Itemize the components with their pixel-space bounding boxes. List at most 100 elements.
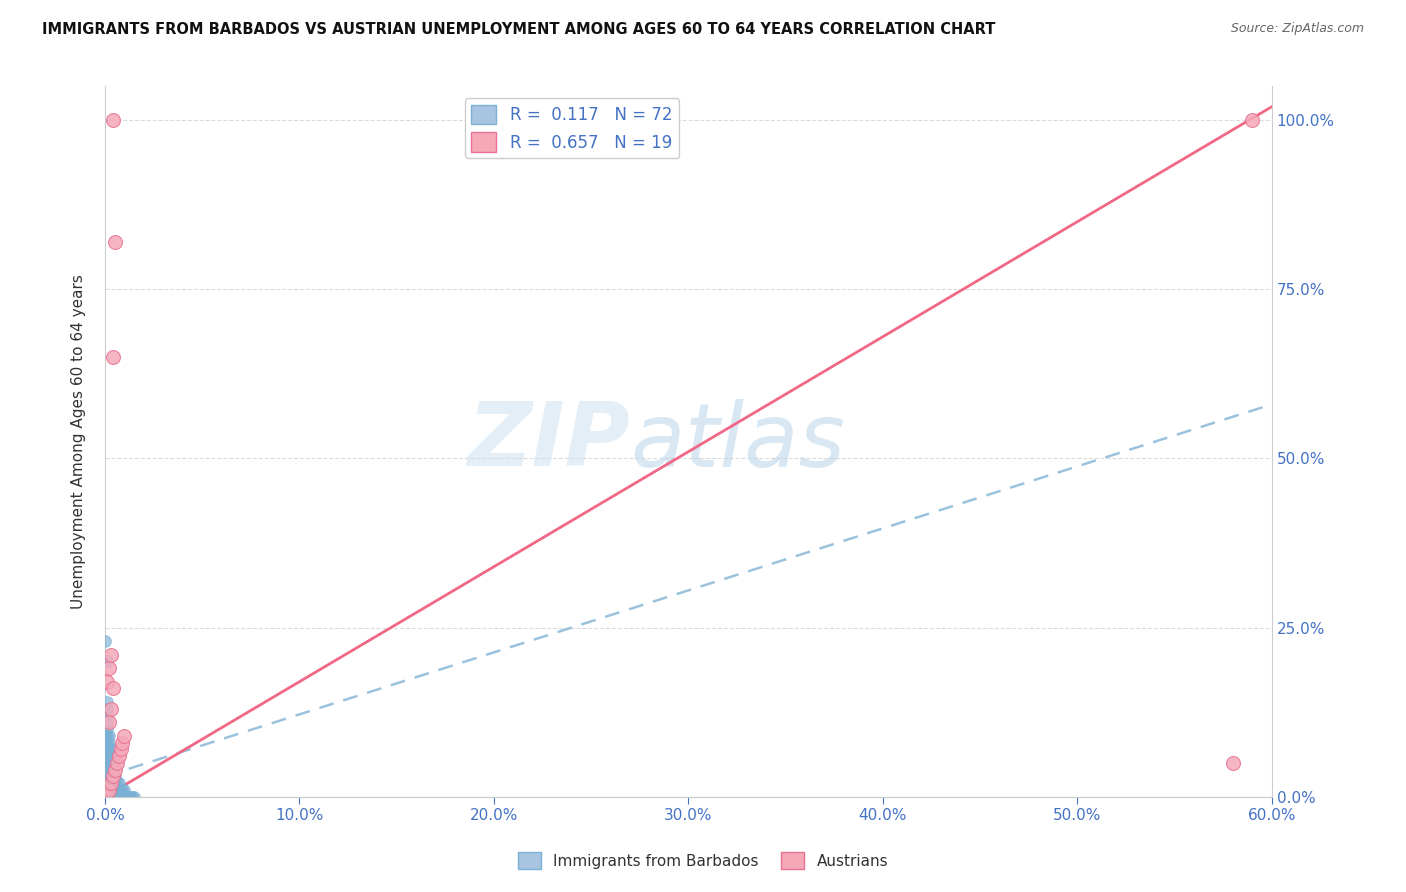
Point	[101, 769, 124, 783]
Text: Source: ZipAtlas.com: Source: ZipAtlas.com	[1230, 22, 1364, 36]
Point	[96, 789, 118, 804]
Point	[97, 735, 120, 749]
Point	[104, 763, 127, 777]
Point	[107, 749, 129, 764]
Point	[117, 789, 139, 804]
Point	[96, 735, 118, 749]
Point	[114, 783, 136, 797]
Point	[107, 776, 129, 790]
Point	[100, 749, 122, 764]
Point	[107, 789, 129, 804]
Point	[105, 789, 128, 804]
Point	[100, 776, 122, 790]
Point	[96, 769, 118, 783]
Point	[105, 783, 128, 797]
Point	[100, 742, 122, 756]
Point	[100, 783, 122, 797]
Point	[115, 789, 138, 804]
Point	[107, 783, 129, 797]
Point	[96, 729, 118, 743]
Point	[94, 742, 117, 756]
Point	[120, 789, 142, 804]
Point	[121, 789, 143, 804]
Point	[97, 789, 120, 804]
Point	[96, 674, 118, 689]
Point	[104, 776, 127, 790]
Point	[110, 789, 132, 804]
Point	[97, 715, 120, 730]
Point	[100, 702, 122, 716]
Point	[96, 715, 118, 730]
Point	[104, 769, 127, 783]
Point	[101, 113, 124, 128]
Point	[94, 756, 117, 770]
Text: IMMIGRANTS FROM BARBADOS VS AUSTRIAN UNEMPLOYMENT AMONG AGES 60 TO 64 YEARS CORR: IMMIGRANTS FROM BARBADOS VS AUSTRIAN UNE…	[42, 22, 995, 37]
Point	[96, 702, 118, 716]
Point	[114, 729, 136, 743]
Point	[111, 789, 134, 804]
Point	[100, 756, 122, 770]
Point	[96, 708, 118, 723]
Point	[97, 783, 120, 797]
Point	[96, 783, 118, 797]
Point	[110, 783, 132, 797]
Point	[101, 756, 124, 770]
Point	[94, 735, 117, 749]
Point	[104, 235, 127, 249]
Point	[94, 783, 117, 797]
Point	[94, 776, 117, 790]
Point	[96, 763, 118, 777]
Point	[110, 742, 132, 756]
Point	[94, 729, 117, 743]
Point	[97, 661, 120, 675]
Point	[96, 695, 118, 709]
Legend: Immigrants from Barbados, Austrians: Immigrants from Barbados, Austrians	[512, 846, 894, 875]
Point	[100, 769, 122, 783]
Point	[97, 769, 120, 783]
Point	[94, 769, 117, 783]
Point	[97, 776, 120, 790]
Point	[96, 742, 118, 756]
Point	[94, 763, 117, 777]
Point	[1241, 113, 1264, 128]
Point	[94, 789, 117, 804]
Point	[101, 681, 124, 696]
Point	[97, 749, 120, 764]
Point	[101, 763, 124, 777]
Point	[101, 350, 124, 364]
Point	[96, 749, 118, 764]
Point	[104, 783, 127, 797]
Point	[104, 789, 127, 804]
Point	[1222, 756, 1244, 770]
Point	[97, 742, 120, 756]
Point	[96, 776, 118, 790]
Point	[101, 776, 124, 790]
Point	[111, 735, 134, 749]
Point	[94, 749, 117, 764]
Point	[97, 763, 120, 777]
Point	[96, 756, 118, 770]
Text: ZIP: ZIP	[467, 398, 630, 485]
Point	[100, 763, 122, 777]
Point	[101, 769, 124, 783]
Legend: R =  0.117   N = 72, R =  0.657   N = 19: R = 0.117 N = 72, R = 0.657 N = 19	[464, 98, 679, 159]
Point	[122, 789, 145, 804]
Point	[96, 789, 118, 804]
Point	[96, 654, 118, 668]
Point	[100, 789, 122, 804]
Y-axis label: Unemployment Among Ages 60 to 64 years: Unemployment Among Ages 60 to 64 years	[72, 274, 86, 609]
Point	[100, 648, 122, 662]
Point	[96, 722, 118, 736]
Point	[101, 783, 124, 797]
Point	[97, 729, 120, 743]
Point	[101, 789, 124, 804]
Text: atlas: atlas	[630, 399, 845, 484]
Point	[105, 756, 128, 770]
Point	[105, 776, 128, 790]
Point	[97, 756, 120, 770]
Point	[97, 783, 120, 797]
Point	[94, 634, 117, 648]
Point	[114, 789, 136, 804]
Point	[111, 783, 134, 797]
Point	[100, 776, 122, 790]
